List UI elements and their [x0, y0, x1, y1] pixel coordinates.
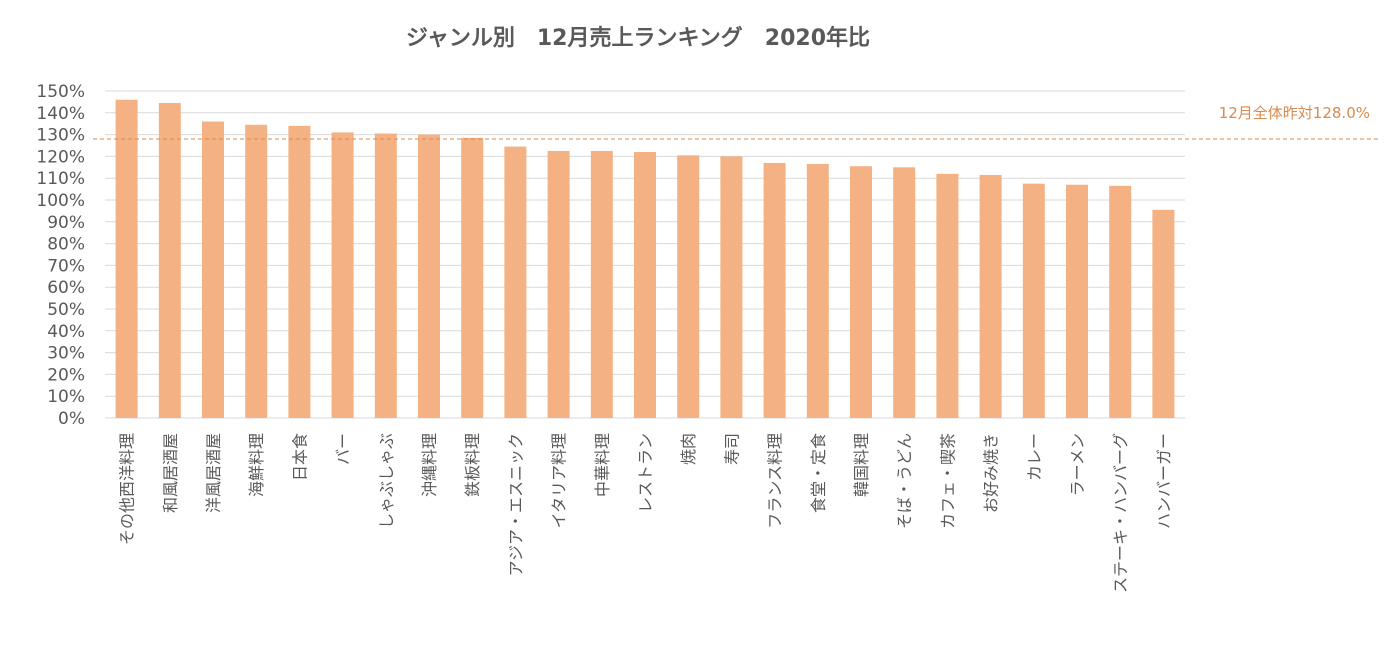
- bar: [850, 166, 872, 418]
- bar: [1152, 209, 1175, 418]
- x-category-label: そば・うどん: [895, 433, 914, 529]
- bar: [1066, 184, 1088, 418]
- y-tick-label: 80%: [47, 235, 85, 255]
- x-category-label: 洋風居酒屋: [204, 433, 223, 513]
- y-tick-label: 70%: [47, 256, 85, 276]
- y-tick-label: 130%: [36, 126, 85, 146]
- bar: [893, 167, 916, 418]
- y-tick-label: 50%: [47, 300, 85, 320]
- x-category-label: フランス料理: [766, 433, 785, 529]
- x-category-label: ラーメン: [1068, 433, 1087, 496]
- bar: [115, 99, 138, 418]
- x-category-label: 和風居酒屋: [161, 433, 180, 513]
- x-category-label: カフェ・喫茶: [938, 433, 957, 529]
- bar: [806, 164, 829, 418]
- y-tick-label: 110%: [36, 169, 85, 189]
- bar: [504, 146, 527, 418]
- y-tick-label: 150%: [36, 82, 85, 102]
- x-category-label: 韓国料理: [852, 433, 871, 497]
- reference-line-label: 12月全体昨対128.0%: [1219, 104, 1370, 122]
- x-category-label: 焼肉: [679, 433, 698, 465]
- chart-title: ジャンル別 12月売上ランキング 2020年比: [405, 26, 871, 51]
- bar: [331, 132, 354, 419]
- bar: [418, 134, 440, 418]
- bar: [634, 152, 656, 419]
- reference-line-group: 12月全体昨対128.0%: [93, 104, 1380, 140]
- x-category-label: 寿司: [722, 433, 741, 465]
- x-category-label: 沖縄料理: [420, 433, 439, 497]
- y-tick-label: 60%: [47, 278, 85, 298]
- x-category-label: レストラン: [636, 433, 655, 513]
- bar: [547, 150, 570, 418]
- y-tick-label: 90%: [47, 213, 85, 233]
- y-axis-ticks: 0%10%20%30%40%50%60%70%80%90%100%110%120…: [36, 82, 85, 429]
- x-category-label: バー: [334, 433, 353, 465]
- bar: [288, 125, 311, 418]
- x-category-label: その他西洋料理: [118, 433, 137, 545]
- bar: [158, 102, 181, 419]
- bar: [590, 150, 613, 418]
- bar: [461, 137, 484, 418]
- x-category-label: しゃぶしゃぶ: [377, 433, 396, 529]
- bar: [936, 173, 959, 418]
- x-category-label: カレー: [1025, 433, 1044, 481]
- x-category-label: ハンバーガー: [1154, 433, 1173, 529]
- x-axis-categories: その他西洋料理 和風居酒屋 洋風居酒屋 海鮮料理 日本食 バー しゃぶしゃぶ 沖縄料理 鉄板料理…: [118, 433, 1174, 593]
- bars: [115, 99, 1175, 419]
- bar: [1109, 185, 1132, 418]
- y-tick-label: 30%: [47, 344, 85, 364]
- bar: [202, 121, 224, 419]
- y-tick-label: 40%: [47, 322, 85, 342]
- x-category-label: 鉄板料理: [463, 433, 482, 497]
- bar: [979, 174, 1002, 418]
- y-tick-label: 20%: [47, 365, 85, 385]
- x-category-label: イタリア料理: [550, 433, 569, 528]
- x-category-label: 海鮮料理: [247, 433, 266, 497]
- bar: [245, 124, 268, 418]
- x-category-label: アジア・エスニック: [506, 433, 525, 576]
- x-category-label: お好み焼き: [982, 433, 1001, 513]
- y-tick-label: 120%: [36, 147, 85, 167]
- bar: [763, 162, 786, 418]
- bar: [374, 133, 397, 418]
- x-category-label: 日本食: [290, 433, 309, 481]
- y-tick-label: 0%: [58, 409, 85, 429]
- bar: [720, 156, 743, 418]
- y-tick-label: 100%: [36, 191, 85, 211]
- x-category-label: 食堂・定食: [809, 433, 828, 513]
- y-tick-label: 10%: [47, 387, 85, 407]
- bar: [1022, 183, 1045, 418]
- y-tick-label: 140%: [36, 104, 85, 124]
- x-category-label: ステーキ・ハンバーグ: [1111, 433, 1130, 593]
- bar: [677, 155, 700, 418]
- x-category-label: 中華料理: [593, 433, 612, 497]
